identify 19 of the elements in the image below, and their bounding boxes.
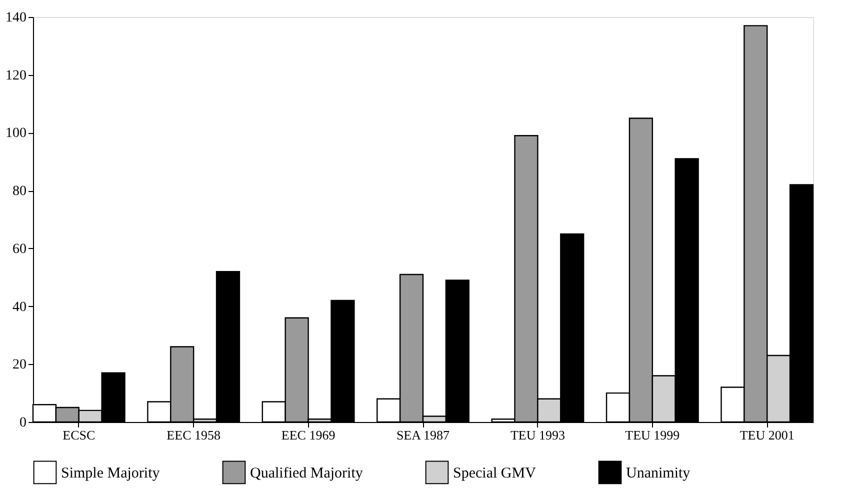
y-tick-label: 100 xyxy=(6,126,26,142)
y-tick-label: 80 xyxy=(12,184,26,200)
legend-label: Simple Majority xyxy=(61,465,160,482)
legend-label: Special GMV xyxy=(453,465,536,482)
x-tick-label: EEC 1969 xyxy=(281,428,336,442)
x-tick-label: TEU 2001 xyxy=(740,428,794,442)
y-tick-label: 20 xyxy=(12,358,26,373)
x-tick-label: SEA 1987 xyxy=(396,428,450,442)
y-tick-label: 0 xyxy=(20,416,26,430)
y-tick-label: 120 xyxy=(6,68,26,84)
x-tick-label: EEC 1958 xyxy=(166,428,220,442)
legend-label: Qualified Majority xyxy=(250,465,364,482)
y-tick-label: 40 xyxy=(12,300,26,315)
y-tick-label: 60 xyxy=(12,242,26,257)
x-tick-label: TEU 1993 xyxy=(510,428,565,442)
legend-label: Unanimity xyxy=(626,465,691,482)
x-tick-label: TEU 1999 xyxy=(625,428,680,442)
x-tick-label: ECSC xyxy=(62,428,96,442)
y-tick-label: 140 xyxy=(6,10,26,26)
